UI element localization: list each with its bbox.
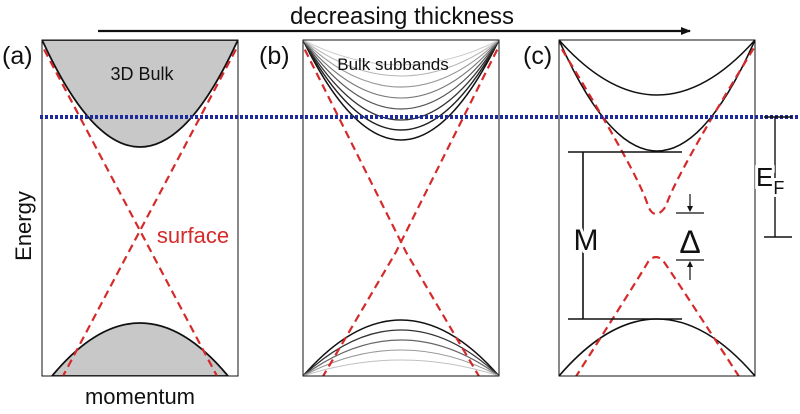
bulk-subband <box>303 40 499 121</box>
surface-label: surface <box>157 223 229 248</box>
panel-b-frame <box>302 39 500 377</box>
gap-delta-label: Δ <box>679 224 700 260</box>
bulk-subband <box>303 359 499 376</box>
panel-a <box>42 40 238 376</box>
panel-c-tag: (c) <box>523 42 552 70</box>
bulk-subband <box>303 319 499 376</box>
bulk-valence-band <box>50 322 230 376</box>
bulk-conduction-band <box>42 40 238 148</box>
bulk-subband <box>559 40 755 152</box>
fermi-label: EF <box>756 162 784 198</box>
bulk-subband <box>303 40 499 77</box>
title-label: decreasing thickness <box>290 3 514 30</box>
panel-a-frame <box>41 39 239 377</box>
panel-b-tag: (b) <box>259 42 290 70</box>
panel-a-tag: (a) <box>2 42 33 70</box>
surface-state-line <box>321 43 499 376</box>
panel-c <box>559 40 755 376</box>
bulk-subband <box>303 40 499 141</box>
panel-b <box>303 40 499 376</box>
y-axis-label: Energy <box>11 191 36 261</box>
x-axis-label: momentum <box>85 384 195 409</box>
gap-m-label: M <box>574 224 599 257</box>
bulk-subband <box>303 40 499 66</box>
bulk-label: 3D Bulk <box>110 64 174 84</box>
bulk-subband <box>559 40 755 96</box>
bulk-subband <box>303 40 499 131</box>
surface-state-line <box>574 255 741 376</box>
subbands-label: Bulk subbands <box>337 55 449 74</box>
bulk-subband <box>303 339 499 376</box>
bulk-subband <box>303 40 499 88</box>
fermi-label-main: E <box>756 162 773 192</box>
fermi-label-sub: F <box>773 178 784 198</box>
bulk-subband <box>559 318 755 376</box>
bulk-subband <box>303 329 499 376</box>
panel-c-frame <box>558 39 756 377</box>
bulk-subband <box>303 40 499 99</box>
bulk-subband <box>303 40 499 110</box>
bulk-subband <box>303 349 499 376</box>
